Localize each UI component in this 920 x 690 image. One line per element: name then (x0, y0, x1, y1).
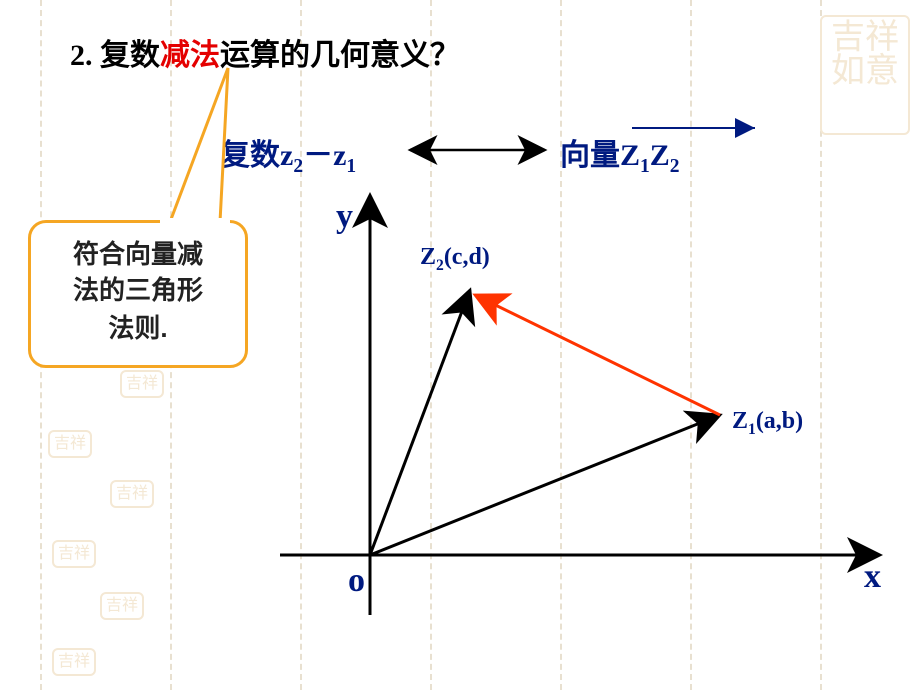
vector-z1z2 (475, 295, 720, 415)
z2-sub: 2 (436, 257, 444, 274)
callout-pointer (170, 68, 228, 222)
z1-label: Z1(a,b) (732, 408, 803, 439)
vector-oz2 (370, 290, 470, 555)
diagram-svg (0, 0, 920, 690)
z2-letter: Z (420, 244, 436, 270)
vector-oz1 (370, 415, 720, 555)
z1-letter: Z (732, 408, 748, 434)
y-axis-label: y (336, 198, 353, 236)
z2-label: Z2(c,d) (420, 244, 490, 275)
z1-sub: 1 (748, 421, 756, 438)
x-axis-label: x (864, 558, 881, 596)
z1-coords: (a,b) (756, 408, 803, 434)
z2-coords: (c,d) (444, 244, 490, 270)
origin-label: o (348, 562, 365, 600)
callout-pointer-mask (160, 218, 230, 228)
